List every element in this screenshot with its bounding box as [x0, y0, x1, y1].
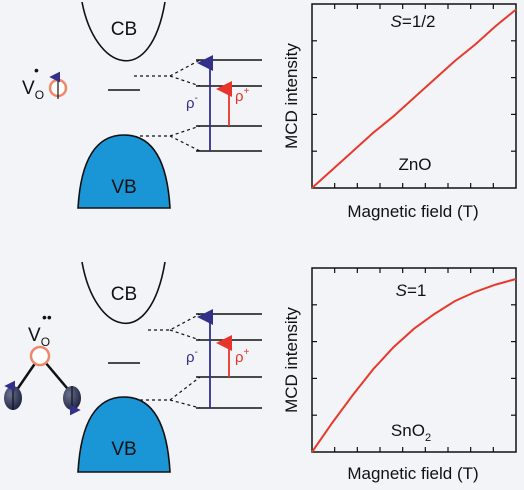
- rho-plus-label: ρ+: [235, 347, 250, 366]
- spin-annotation: S=1: [396, 281, 427, 300]
- chart-ticks: [312, 268, 516, 452]
- y-axis-label: MCD intensity: [282, 43, 301, 149]
- conduction-band-label: CB: [111, 19, 137, 40]
- band-diagram-1: CB VB VO • ρ- ρ+: [22, 1, 262, 209]
- material-annotation: ZnO: [398, 155, 431, 174]
- vb-connector-dashed-2: [169, 399, 201, 409]
- material-annotation: SnO2: [391, 421, 431, 444]
- rho-minus-label: ρ-: [186, 93, 198, 112]
- valence-band-shape: [77, 396, 171, 473]
- x-axis-label: Magnetic field (T): [347, 202, 478, 221]
- vacancy-site: [29, 345, 51, 367]
- valence-band-label: VB: [111, 177, 136, 198]
- x-axis-label: Magnetic field (T): [347, 464, 478, 483]
- oxygen-vacancy-symbol: VO ••: [28, 309, 52, 349]
- spin-annotation: S=1/2: [391, 12, 436, 31]
- cb-connector-dashed: [148, 313, 201, 331]
- vacancy-charge-dot: •: [34, 62, 39, 78]
- valence-band-shape: [77, 134, 171, 209]
- chart-frame: [311, 3, 517, 189]
- rho-minus-label: ρ-: [186, 347, 198, 366]
- y-axis-label: MCD intensity: [282, 307, 301, 413]
- vacancy-charge-dots: ••: [42, 309, 52, 325]
- vacancy-label: VO: [28, 325, 50, 349]
- conduction-band-curve: [81, 1, 166, 62]
- valence-band-label: VB: [111, 439, 136, 460]
- cb-connector-dashed-2: [169, 75, 201, 87]
- band-diagram-2: CB VB VO •• ρ- ρ+: [4, 261, 262, 473]
- cb-connector-dashed-2: [169, 329, 201, 341]
- vacancy-label: VO: [22, 78, 44, 102]
- oxygen-vacancy-symbol: VO •: [22, 62, 44, 102]
- conduction-band-label: CB: [111, 284, 137, 305]
- rho-plus-label: ρ+: [235, 86, 250, 105]
- mcd-chart-2: S=1 SnO2 Magnetic field (T) MCD intensit…: [282, 267, 517, 483]
- mcd-chart-1: S=1/2 ZnO Magnetic field (T) MCD intensi…: [282, 3, 517, 221]
- chart-frame: [311, 267, 517, 453]
- conduction-band-curve: [81, 261, 166, 325]
- mcd-curve: [311, 278, 517, 453]
- mcd-curve: [311, 8, 517, 189]
- chart-ticks: [312, 4, 516, 188]
